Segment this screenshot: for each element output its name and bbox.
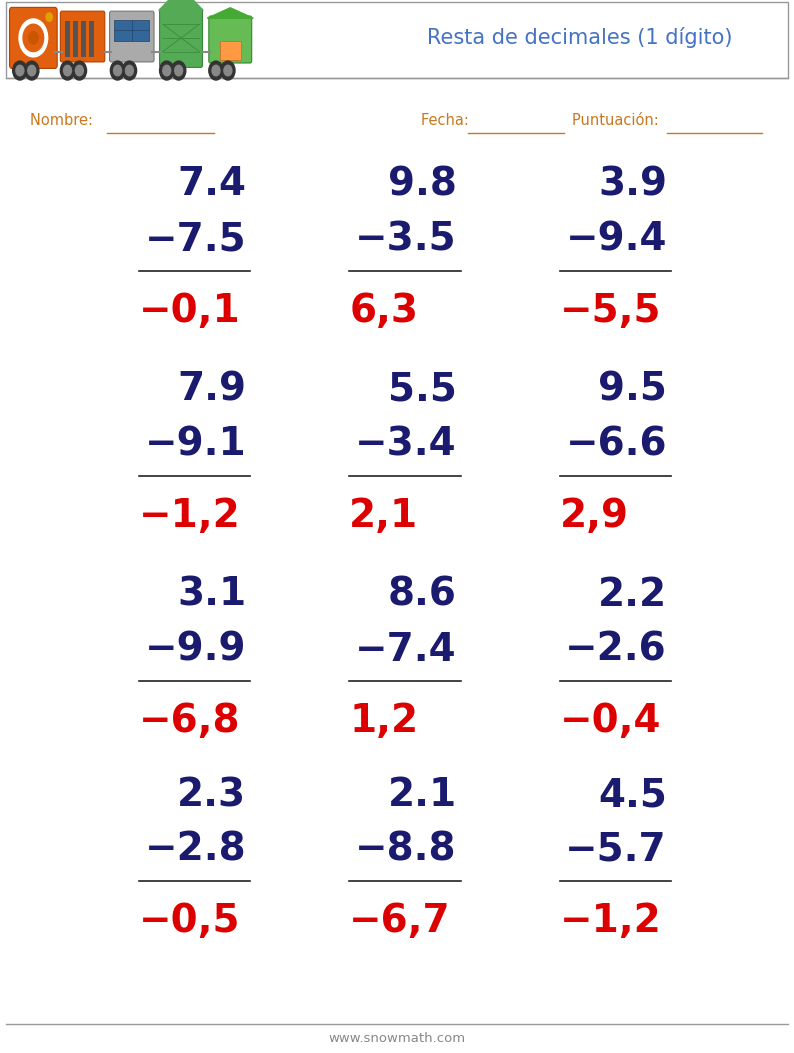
Circle shape	[122, 61, 137, 80]
Circle shape	[16, 65, 24, 76]
Circle shape	[29, 32, 38, 44]
FancyBboxPatch shape	[110, 12, 154, 62]
FancyBboxPatch shape	[89, 21, 94, 57]
FancyBboxPatch shape	[10, 7, 57, 68]
Text: −9.4: −9.4	[565, 220, 667, 258]
Circle shape	[212, 65, 220, 76]
Circle shape	[75, 65, 83, 76]
Polygon shape	[207, 7, 253, 18]
Text: 7.9: 7.9	[177, 371, 246, 409]
FancyBboxPatch shape	[81, 21, 86, 57]
Circle shape	[28, 65, 36, 76]
Text: 8.6: 8.6	[387, 576, 457, 614]
Circle shape	[175, 65, 183, 76]
Text: −3.5: −3.5	[355, 220, 457, 258]
Text: −7.5: −7.5	[145, 220, 246, 258]
Text: 4.5: 4.5	[598, 776, 667, 814]
Polygon shape	[159, 0, 203, 11]
Text: 5.5: 5.5	[387, 371, 457, 409]
Text: 9.8: 9.8	[387, 165, 457, 203]
Text: −5,5: −5,5	[560, 292, 661, 330]
FancyBboxPatch shape	[6, 2, 788, 78]
Circle shape	[221, 61, 235, 80]
Circle shape	[163, 65, 171, 76]
Text: −6,8: −6,8	[139, 702, 241, 740]
Circle shape	[64, 65, 71, 76]
Circle shape	[13, 61, 27, 80]
FancyBboxPatch shape	[220, 41, 241, 60]
Text: −0,5: −0,5	[139, 902, 241, 940]
FancyBboxPatch shape	[209, 16, 252, 63]
Circle shape	[224, 65, 232, 76]
Circle shape	[172, 61, 186, 80]
FancyBboxPatch shape	[73, 21, 78, 57]
Circle shape	[110, 61, 125, 80]
Circle shape	[114, 65, 121, 76]
Text: −5.7: −5.7	[565, 831, 667, 869]
Text: Fecha:: Fecha:	[421, 113, 473, 127]
Text: www.snowmath.com: www.snowmath.com	[329, 1032, 465, 1045]
Circle shape	[60, 61, 75, 80]
Text: Nombre:: Nombre:	[30, 113, 98, 127]
Text: Resta de decimales (1 dígito): Resta de decimales (1 dígito)	[427, 27, 732, 48]
FancyBboxPatch shape	[160, 8, 202, 67]
Text: Puntuación:: Puntuación:	[572, 113, 663, 127]
Text: −1,2: −1,2	[139, 497, 241, 535]
FancyBboxPatch shape	[114, 20, 149, 41]
Circle shape	[209, 61, 223, 80]
Text: −6.6: −6.6	[565, 425, 667, 463]
Text: 2,9: 2,9	[560, 497, 629, 535]
Circle shape	[19, 19, 48, 57]
Circle shape	[160, 61, 174, 80]
FancyBboxPatch shape	[60, 12, 105, 62]
Text: 3.1: 3.1	[177, 576, 246, 614]
Text: 2,1: 2,1	[349, 497, 418, 535]
Text: −2.8: −2.8	[145, 831, 246, 869]
Text: 6,3: 6,3	[349, 292, 418, 330]
Text: −0,4: −0,4	[560, 702, 661, 740]
Text: 9.5: 9.5	[598, 371, 667, 409]
Text: 1,2: 1,2	[349, 702, 418, 740]
Text: 2.2: 2.2	[598, 576, 667, 614]
Text: −9.9: −9.9	[145, 631, 246, 669]
Text: 2.1: 2.1	[387, 776, 457, 814]
Text: −2.6: −2.6	[565, 631, 667, 669]
Circle shape	[46, 13, 52, 21]
Text: 2.3: 2.3	[177, 776, 246, 814]
Text: 7.4: 7.4	[177, 165, 246, 203]
Circle shape	[23, 24, 44, 52]
Text: −3.4: −3.4	[355, 425, 457, 463]
Circle shape	[25, 61, 39, 80]
Text: −7.4: −7.4	[355, 631, 457, 669]
Text: −8.8: −8.8	[355, 831, 457, 869]
Text: 3.9: 3.9	[598, 165, 667, 203]
Circle shape	[125, 65, 133, 76]
Text: −9.1: −9.1	[145, 425, 246, 463]
Circle shape	[72, 61, 87, 80]
FancyBboxPatch shape	[65, 21, 70, 57]
Text: −1,2: −1,2	[560, 902, 661, 940]
Text: −0,1: −0,1	[139, 292, 241, 330]
Text: −6,7: −6,7	[349, 902, 451, 940]
